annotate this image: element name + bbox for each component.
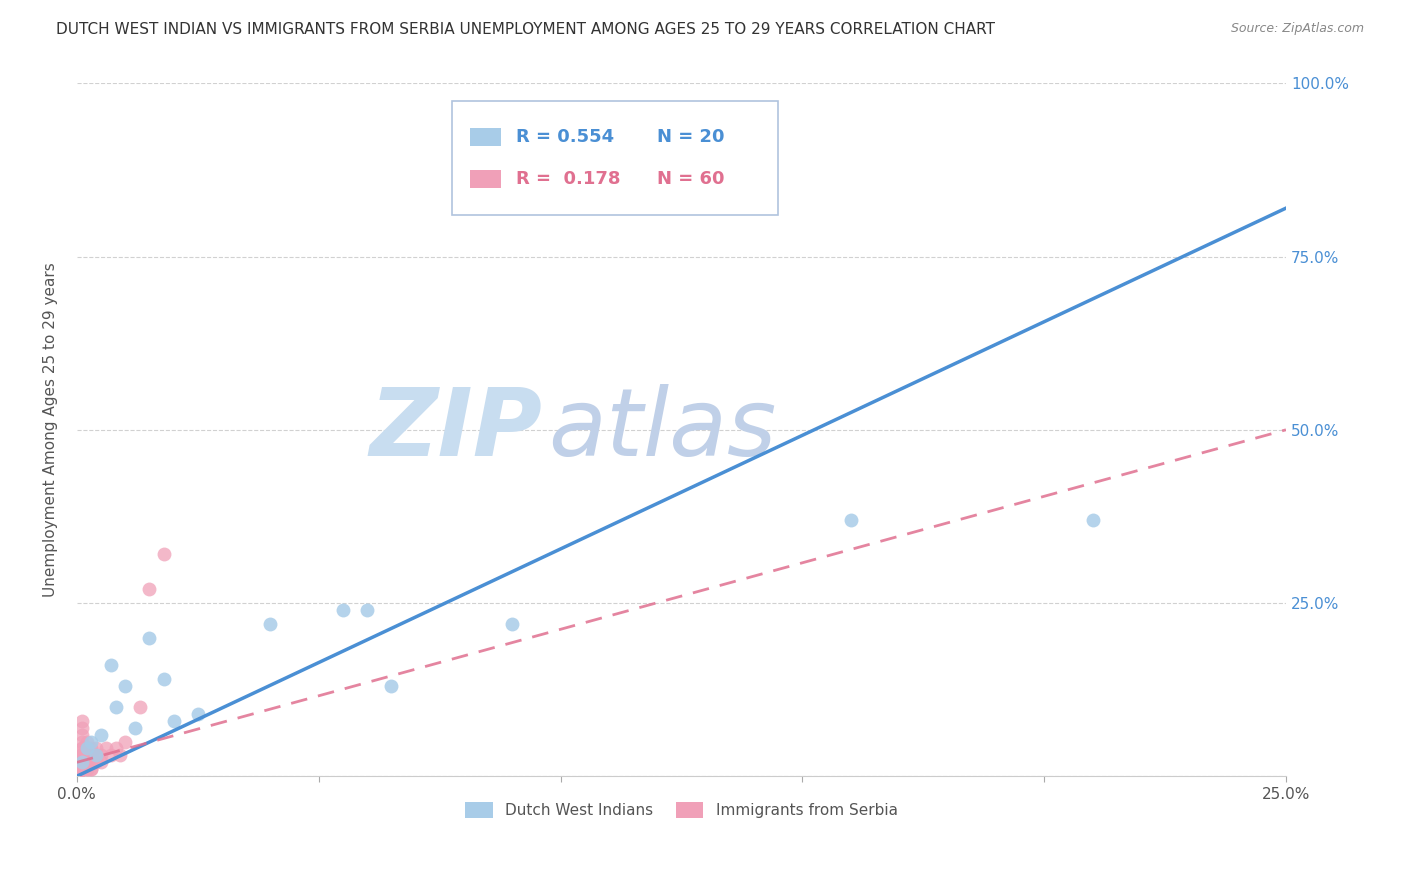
Point [128, 699, 150, 714]
Legend: Dutch West Indians, Immigrants from Serbia: Dutch West Indians, Immigrants from Serb… [460, 796, 904, 824]
Point [80, 748, 103, 763]
Point [70, 762, 93, 776]
Point [153, 672, 176, 686]
Point [839, 513, 862, 527]
Point [80, 748, 103, 763]
Point [90, 728, 112, 742]
Point [70, 762, 93, 776]
Point [104, 699, 127, 714]
Point [70, 748, 93, 763]
Point [501, 616, 523, 631]
Text: R = 0.554: R = 0.554 [516, 128, 614, 146]
Point [76, 748, 98, 763]
Point [76, 734, 98, 748]
Point [114, 734, 136, 748]
Point [70, 762, 93, 776]
Point [124, 721, 146, 735]
Point [76, 756, 98, 770]
Point [94, 741, 117, 756]
Point [84, 756, 107, 770]
Point [70, 762, 93, 776]
Point [76, 741, 98, 756]
Point [70, 756, 93, 770]
Text: atlas: atlas [548, 384, 776, 475]
Point [138, 582, 160, 596]
Point [70, 762, 93, 776]
Point [70, 762, 93, 776]
FancyBboxPatch shape [451, 101, 778, 215]
Point [80, 756, 103, 770]
Point [90, 756, 112, 770]
Point [70, 762, 93, 776]
Point [76, 756, 98, 770]
Text: N = 60: N = 60 [657, 170, 724, 188]
Point [70, 741, 93, 756]
Point [187, 706, 209, 721]
Point [76, 756, 98, 770]
Point [70, 762, 93, 776]
Point [90, 748, 112, 763]
Point [162, 714, 184, 728]
Point [100, 748, 122, 763]
Point [70, 762, 93, 776]
Point [70, 748, 93, 763]
Point [76, 741, 98, 756]
Point [80, 756, 103, 770]
Point [138, 631, 160, 645]
Point [70, 741, 93, 756]
Point [76, 748, 98, 763]
Point [70, 756, 93, 770]
Point [70, 748, 93, 763]
Point [70, 762, 93, 776]
Point [80, 734, 103, 748]
FancyBboxPatch shape [470, 170, 502, 188]
Point [70, 721, 93, 735]
Point [70, 762, 93, 776]
Point [380, 679, 402, 693]
Point [259, 616, 281, 631]
Point [84, 748, 107, 763]
Text: R =  0.178: R = 0.178 [516, 170, 620, 188]
Point [70, 762, 93, 776]
FancyBboxPatch shape [470, 128, 502, 146]
Point [80, 762, 103, 776]
Y-axis label: Unemployment Among Ages 25 to 29 years: Unemployment Among Ages 25 to 29 years [44, 262, 58, 597]
Point [70, 748, 93, 763]
Point [76, 762, 98, 776]
Point [70, 756, 93, 770]
Point [84, 741, 107, 756]
Text: N = 20: N = 20 [657, 128, 724, 146]
Point [70, 762, 93, 776]
Point [76, 741, 98, 756]
Point [76, 762, 98, 776]
Point [110, 748, 132, 763]
Text: ZIP: ZIP [370, 384, 543, 475]
Text: Source: ZipAtlas.com: Source: ZipAtlas.com [1230, 22, 1364, 36]
Point [84, 748, 107, 763]
Point [153, 548, 176, 562]
Point [104, 741, 127, 756]
Point [70, 762, 93, 776]
Point [70, 734, 93, 748]
Point [80, 741, 103, 756]
Point [100, 658, 122, 673]
Point [1081, 513, 1104, 527]
Point [80, 762, 103, 776]
Point [332, 603, 354, 617]
Point [70, 762, 93, 776]
Text: DUTCH WEST INDIAN VS IMMIGRANTS FROM SERBIA UNEMPLOYMENT AMONG AGES 25 TO 29 YEA: DUTCH WEST INDIAN VS IMMIGRANTS FROM SER… [56, 22, 995, 37]
Point [70, 728, 93, 742]
Point [114, 679, 136, 693]
Point [356, 603, 378, 617]
Point [70, 756, 93, 770]
Point [70, 714, 93, 728]
Point [70, 756, 93, 770]
Point [70, 756, 93, 770]
